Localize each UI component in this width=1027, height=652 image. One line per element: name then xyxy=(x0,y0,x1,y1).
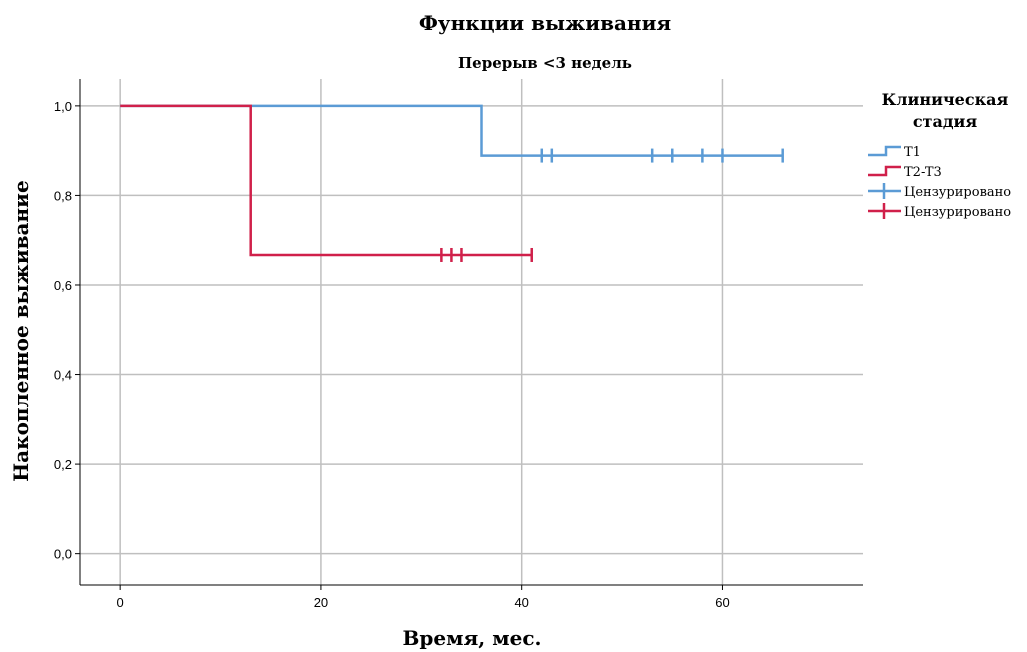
x-tick-label: 0 xyxy=(117,595,124,610)
x-tick-label: 40 xyxy=(514,595,528,610)
chart-title: Функции выживания xyxy=(419,11,672,35)
legend-censor-label-1: Цензурировано xyxy=(904,205,1011,220)
legend-censor-label-0: Цензурировано xyxy=(904,185,1011,200)
legend-swatch-0 xyxy=(868,145,901,157)
x-tick-label: 20 xyxy=(314,595,328,610)
y-tick-label: 0,6 xyxy=(54,278,72,293)
y-tick-label: 0,0 xyxy=(54,547,72,562)
legend: Клиническая стадия T1 T2-T3 Цензурировано Цен… xyxy=(868,90,1011,220)
y-axis-title: Накопленное выживание xyxy=(9,180,33,481)
series-line-1 xyxy=(120,104,532,257)
y-tick-label: 1,0 xyxy=(54,99,72,114)
chart-subtitle: Перерыв <3 недель xyxy=(458,54,632,72)
x-axis-title: Время, мес. xyxy=(403,626,542,650)
legend-swatch-1 xyxy=(868,165,901,177)
y-tick-label: 0,4 xyxy=(54,368,72,383)
series-line-0 xyxy=(120,104,783,157)
y-tick-label: 0,8 xyxy=(54,188,72,203)
y-tick-label: 0,2 xyxy=(54,457,72,472)
legend-title-line: Клиническая xyxy=(882,90,1009,109)
legend-label-1: T2-T3 xyxy=(904,165,942,180)
legend-label-0: T1 xyxy=(904,145,921,160)
plot-area: 0 20 40 60 0,0 0,2 0,4 0,6 0,8 1,0 xyxy=(54,79,863,610)
legend-title-line: стадия xyxy=(913,112,978,131)
x-tick-label: 60 xyxy=(715,595,729,610)
